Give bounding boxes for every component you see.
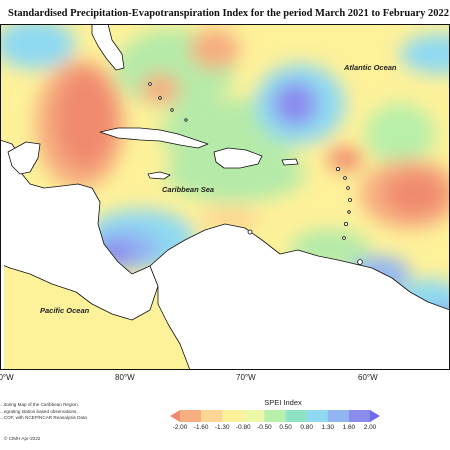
south-america-land (149, 223, 450, 370)
lesser-antilles-island (346, 186, 350, 190)
trinidad-island (357, 259, 363, 265)
atlantic-ocean-label: Atlantic Ocean (344, 63, 397, 72)
bahamas-island (148, 82, 152, 86)
lesser-antilles-island (342, 236, 346, 240)
lesser-antilles-island (335, 166, 340, 171)
longitude-label: 60°W (358, 373, 378, 382)
spei-color-scale (170, 410, 380, 422)
credit-line: ...itoring Map of the Caribbean Region. (0, 402, 79, 407)
copyright-text: © CIMH Apr-2022 (4, 436, 41, 441)
caribbean-sea-label: Caribbean Sea (162, 185, 215, 194)
map-edge (0, 214, 4, 370)
lesser-antilles-island (343, 221, 348, 226)
longitude-label: 90°W (0, 373, 14, 382)
legend-color-bin (285, 410, 307, 422)
credit-line: ...egrating station based observations, (0, 408, 78, 414)
bahamas-island (184, 118, 188, 122)
legend-tick-label: -1.30 (214, 424, 230, 431)
longitude-label: 80°W (115, 373, 135, 382)
legend-tick-label: 2.00 (363, 424, 377, 431)
longitude-label: 70°W (236, 373, 256, 382)
spei-map (0, 24, 450, 370)
legend-tick-label: -0.80 (236, 424, 251, 431)
abc-islands (247, 229, 253, 235)
map-title-bar: Standardised Precipitation-Evapotranspir… (0, 0, 450, 24)
legend-color-bin (201, 410, 223, 422)
legend-color-bin (170, 410, 180, 422)
legend-title: SPEI Index (264, 398, 302, 407)
central-america-land (0, 139, 159, 321)
legend-color-bin (222, 410, 244, 422)
legend-tick-label: -2.00 (172, 424, 188, 431)
legend-tick-label: -1.60 (193, 424, 209, 431)
legend-tick-label: -0.50 (257, 424, 272, 431)
legend-color-bin (306, 410, 329, 422)
legend-tick-label: 0.50 (279, 424, 292, 431)
legend-color-bin (348, 410, 371, 422)
legend-color-bin (243, 410, 265, 422)
legend-tick-label: 1.30 (321, 424, 334, 431)
legend-color-bin (327, 410, 350, 422)
lesser-antilles-island (348, 198, 352, 202)
data-credit: ...itoring Map of the Caribbean Region. … (0, 402, 150, 422)
legend-color-bin (370, 410, 380, 422)
hispaniola-island (213, 147, 263, 169)
legend-ticks: -2.00 -1.60 -1.30 -0.80 -0.50 0.50 0.80 1.30 1.6… (173, 424, 377, 434)
florida-peninsula (91, 24, 125, 71)
jamaica-island (147, 171, 171, 180)
pacific-ocean-label: Pacific Ocean (40, 306, 90, 315)
yucatan-peninsula (7, 141, 41, 175)
cuba-island (99, 127, 209, 149)
land-masses (0, 24, 450, 370)
legend-tick-label: 1.60 (342, 424, 356, 431)
legend-color-bin (264, 410, 286, 422)
legend-tick-label: 0.80 (300, 424, 313, 431)
credit-line: ...COF, with NCEP/NCAR Reanalysis Data (0, 415, 87, 420)
legend-color-bin (180, 410, 202, 422)
lesser-antilles-island (347, 210, 351, 214)
bahamas-island (158, 96, 162, 100)
lesser-antilles-island (343, 176, 347, 180)
map-title: Standardised Precipitation-Evapotranspir… (8, 8, 449, 19)
puerto-rico-island (281, 158, 299, 166)
bahamas-island (170, 108, 174, 112)
